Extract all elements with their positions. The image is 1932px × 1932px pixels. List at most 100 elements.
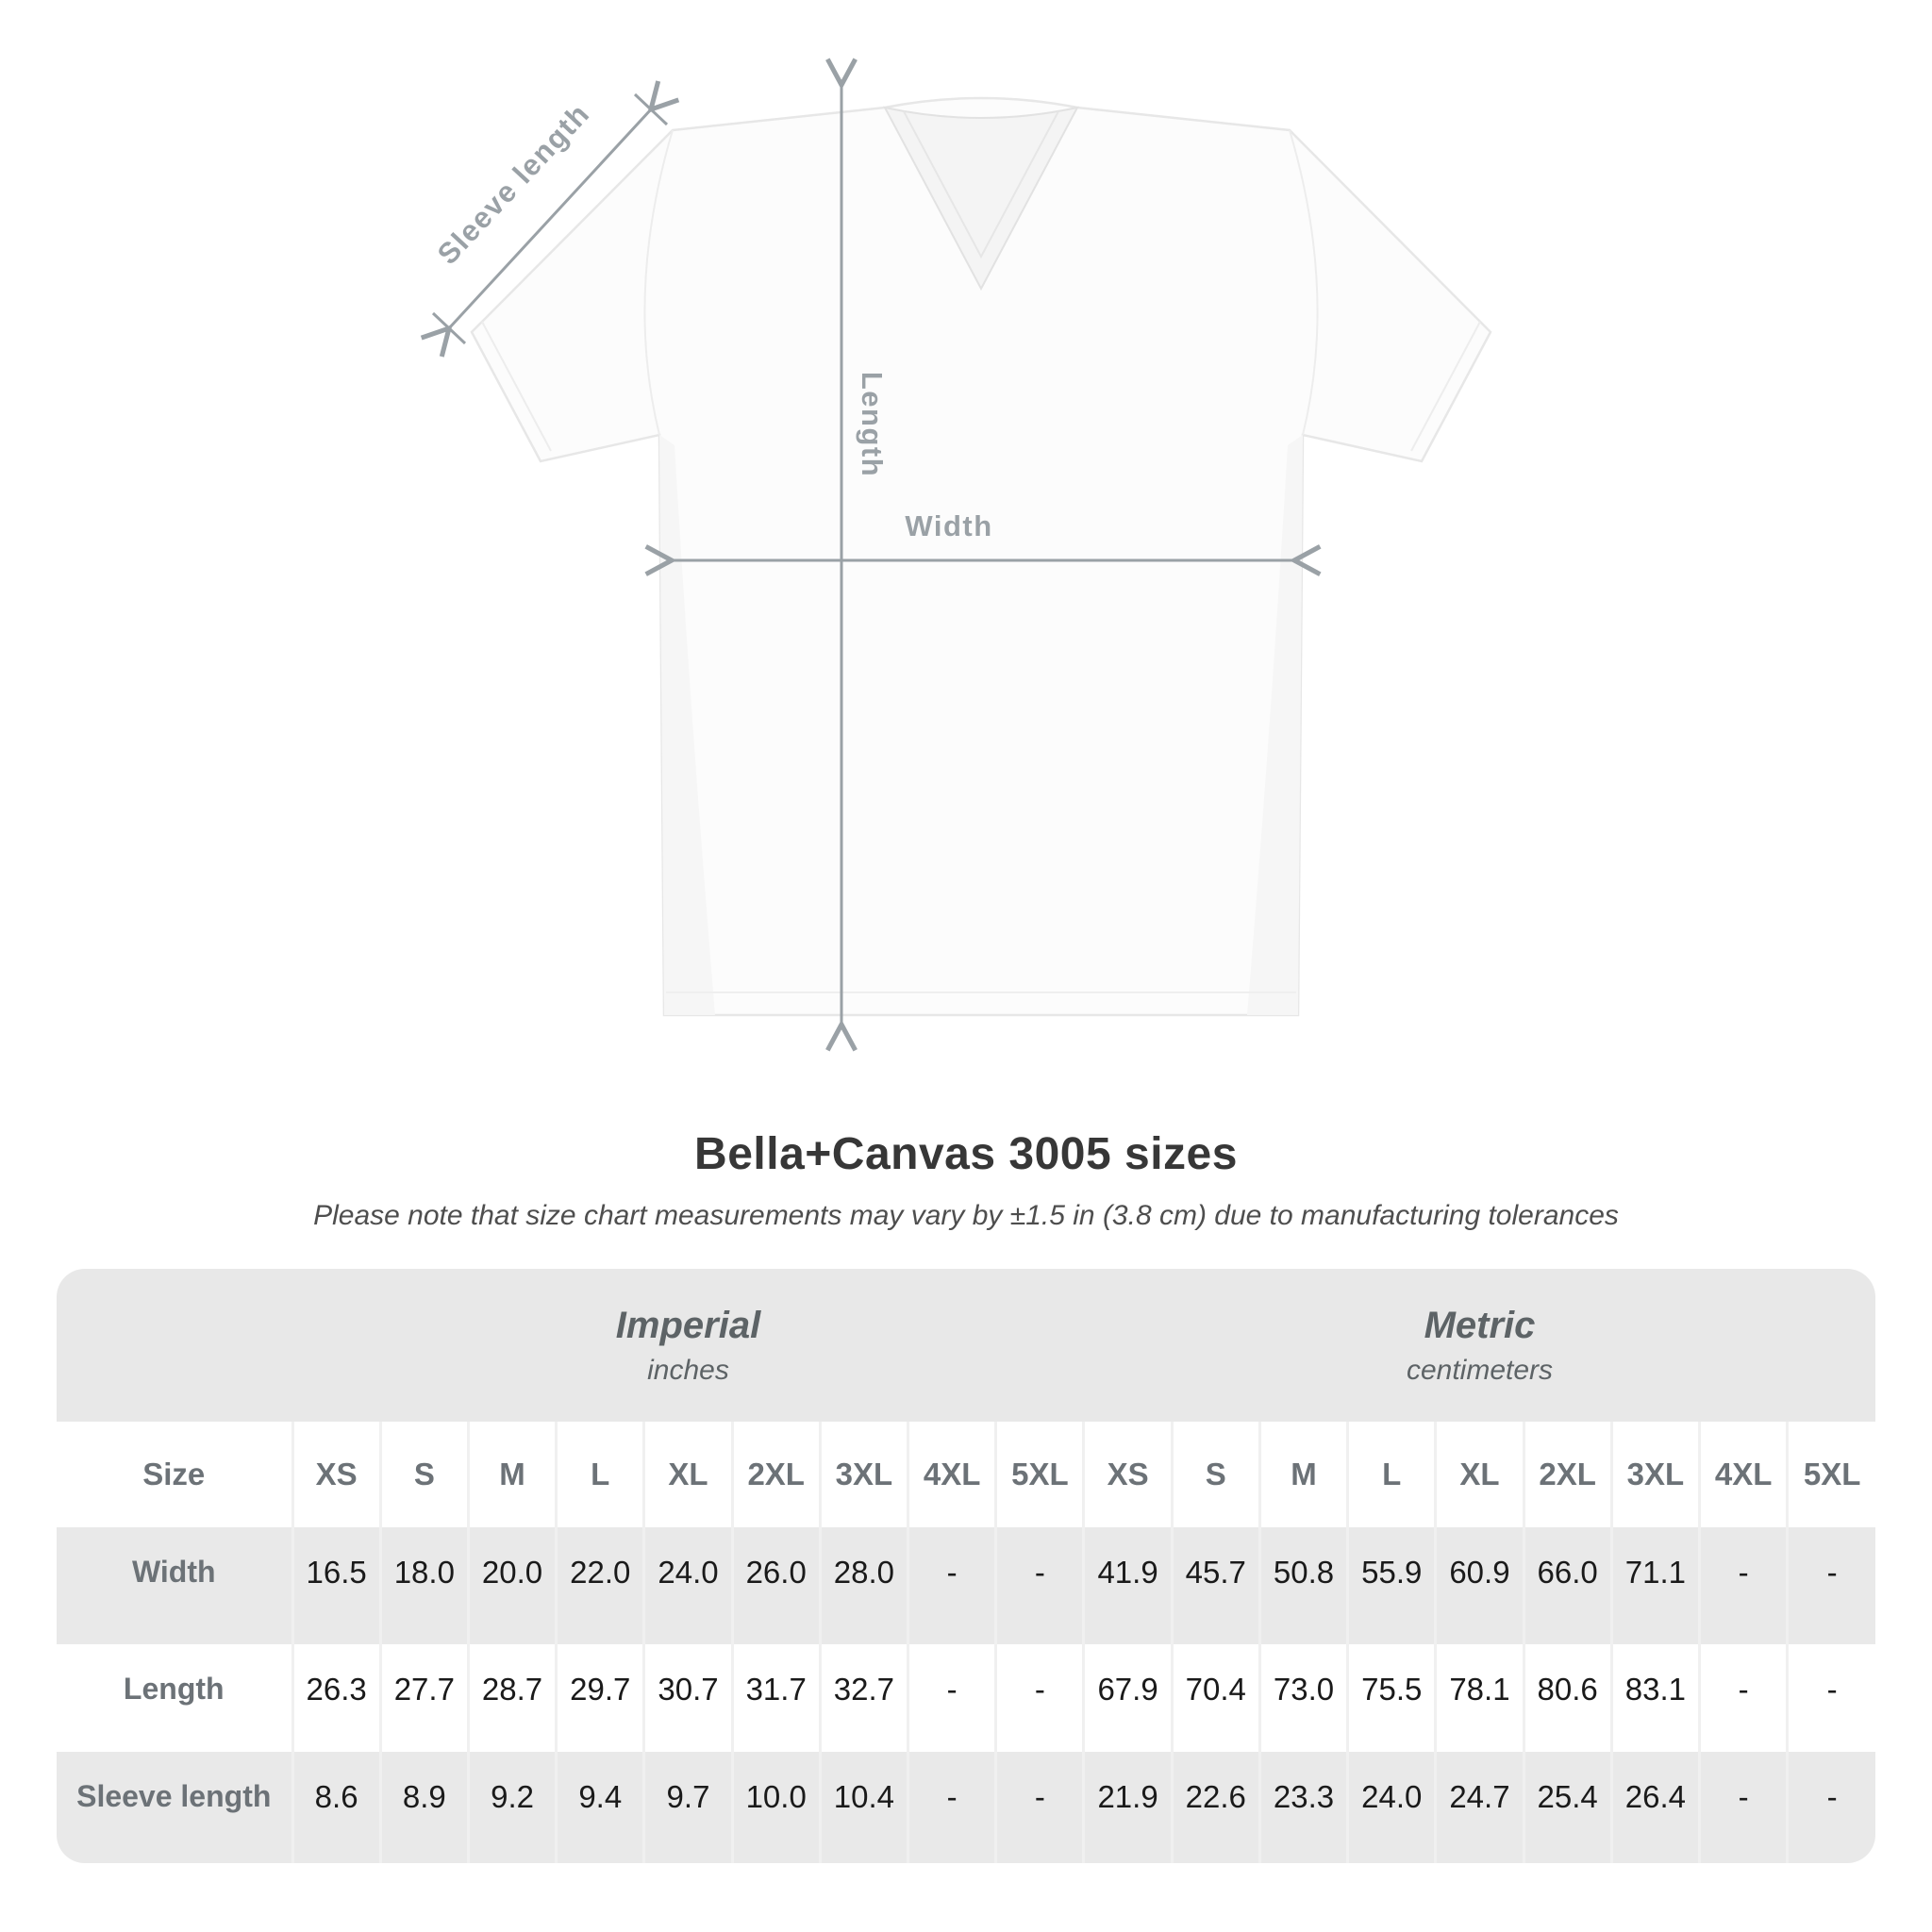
table-cell: 20.0 [466,1527,557,1644]
table-cell: 75.5 [1346,1644,1436,1752]
table-cell: 10.0 [730,1752,821,1863]
tshirt-cuff-seam-right [1410,321,1481,452]
table-cell: 26.4 [1609,1752,1700,1863]
table-cell: 55.9 [1346,1527,1436,1644]
table-cell: - [994,1527,1084,1644]
metric-label: Metric [1424,1304,1536,1346]
table-cell: 9.2 [466,1752,557,1863]
table-cell: 28.7 [466,1644,557,1752]
table-cell: 9.4 [555,1752,644,1863]
size-header: M [1257,1422,1348,1527]
table-cell: 70.4 [1170,1644,1260,1752]
tshirt-vneck-opening [883,106,1079,291]
table-cell: 10.4 [818,1752,908,1863]
length-label: Length [856,372,889,477]
size-header: 4XL [1697,1422,1788,1527]
table-cell: 26.3 [291,1644,381,1752]
table-cell: 21.9 [1082,1752,1173,1863]
table-cell: 22.0 [555,1527,644,1644]
table-cell: - [907,1752,996,1863]
dimension-tick [633,92,669,126]
sleeve-length-arrow [420,80,680,358]
table-cell: - [1697,1644,1788,1752]
size-header: 3XL [1609,1422,1700,1527]
table-cell: - [1786,1752,1875,1863]
size-header: 2XL [730,1422,821,1527]
size-header: S [378,1422,469,1527]
table-cell: 31.7 [730,1644,821,1752]
table-cell: 24.0 [1346,1752,1436,1863]
size-header: 4XL [907,1422,996,1527]
table-cell: 66.0 [1522,1527,1612,1644]
size-header: M [466,1422,557,1527]
page-title: Bella+Canvas 3005 sizes [694,1129,1238,1179]
size-header: 3XL [818,1422,908,1527]
size-header: L [1346,1422,1436,1527]
table-cell: 16.5 [291,1527,381,1644]
table-cell: 18.0 [378,1527,469,1644]
table-cell: - [1697,1527,1788,1644]
table-cell: 60.9 [1434,1527,1524,1644]
unit-group-metric: Metric centimeters [1084,1269,1875,1422]
table-row-length: Length 26.3 27.7 28.7 29.7 30.7 31.7 32.… [57,1644,1875,1752]
imperial-label: Imperial [615,1304,761,1346]
table-row-sleeve-length: Sleeve length 8.6 8.9 9.2 9.4 9.7 10.0 1… [57,1752,1875,1863]
table-cell: - [907,1527,996,1644]
table-cell: - [994,1644,1084,1752]
table-cell: 29.7 [555,1644,644,1752]
table-cell: 9.7 [642,1752,733,1863]
table-cell: 26.0 [730,1527,821,1644]
row-label: Sleeve length [57,1752,292,1863]
table-cell: 24.0 [642,1527,733,1644]
size-table: Imperial inches Metric centimeters Size … [57,1269,1875,1863]
size-header: L [555,1422,644,1527]
table-cell: 50.8 [1257,1527,1348,1644]
table-cell: 73.0 [1257,1644,1348,1752]
size-header: 5XL [1786,1422,1875,1527]
table-cell: 67.9 [1082,1644,1173,1752]
size-header: XL [1434,1422,1524,1527]
size-header: XL [642,1422,733,1527]
table-cell: 28.0 [818,1527,908,1644]
table-cell: 27.7 [378,1644,469,1752]
table-cell: 71.1 [1609,1527,1700,1644]
dimension-tick [431,311,467,345]
row-label: Width [57,1527,292,1644]
tshirt-diagram: Length Width Sleeve length [420,58,1492,1052]
page-subtitle: Please note that size chart measurements… [313,1200,1619,1231]
table-cell: 80.6 [1522,1644,1612,1752]
table-cell: 45.7 [1170,1527,1260,1644]
table-cell: - [1786,1644,1875,1752]
table-cell: 8.6 [291,1752,381,1863]
table-cell: 22.6 [1170,1752,1260,1863]
table-cell: - [1697,1752,1788,1863]
table-cell: 25.4 [1522,1752,1612,1863]
table-cell: 23.3 [1257,1752,1348,1863]
size-header-row: Size XS S M L XL 2XL 3XL 4XL 5XL XS S M … [57,1422,1875,1527]
table-cell: 41.9 [1082,1527,1173,1644]
tshirt-graphic [470,96,1492,1017]
width-label: Width [905,509,992,542]
size-header: 2XL [1522,1422,1612,1527]
row-label: Length [57,1644,292,1752]
tshirt-collar-seam [903,110,1059,259]
tshirt-armhole-seam-right [1289,129,1319,436]
unit-band-spacer [57,1269,292,1422]
table-cell: 83.1 [1609,1644,1700,1752]
table-cell: 30.7 [642,1644,733,1752]
size-header: S [1170,1422,1260,1527]
unit-header-band: Imperial inches Metric centimeters [57,1269,1875,1422]
table-cell: 8.9 [378,1752,469,1863]
table-row-width: Width 16.5 18.0 20.0 22.0 24.0 26.0 28.0… [57,1527,1875,1644]
tshirt-shading-right [1247,435,1303,1015]
table-cell: - [1786,1527,1875,1644]
tshirt-shading-left [659,435,715,1015]
measurements-table: Size XS S M L XL 2XL 3XL 4XL 5XL XS S M … [57,1422,1875,1863]
metric-sublabel: centimeters [1406,1354,1554,1386]
table-cell: 32.7 [818,1644,908,1752]
table-cell: - [907,1644,996,1752]
size-header: XS [1082,1422,1173,1527]
imperial-sublabel: inches [647,1354,729,1386]
table-cell: 24.7 [1434,1752,1524,1863]
